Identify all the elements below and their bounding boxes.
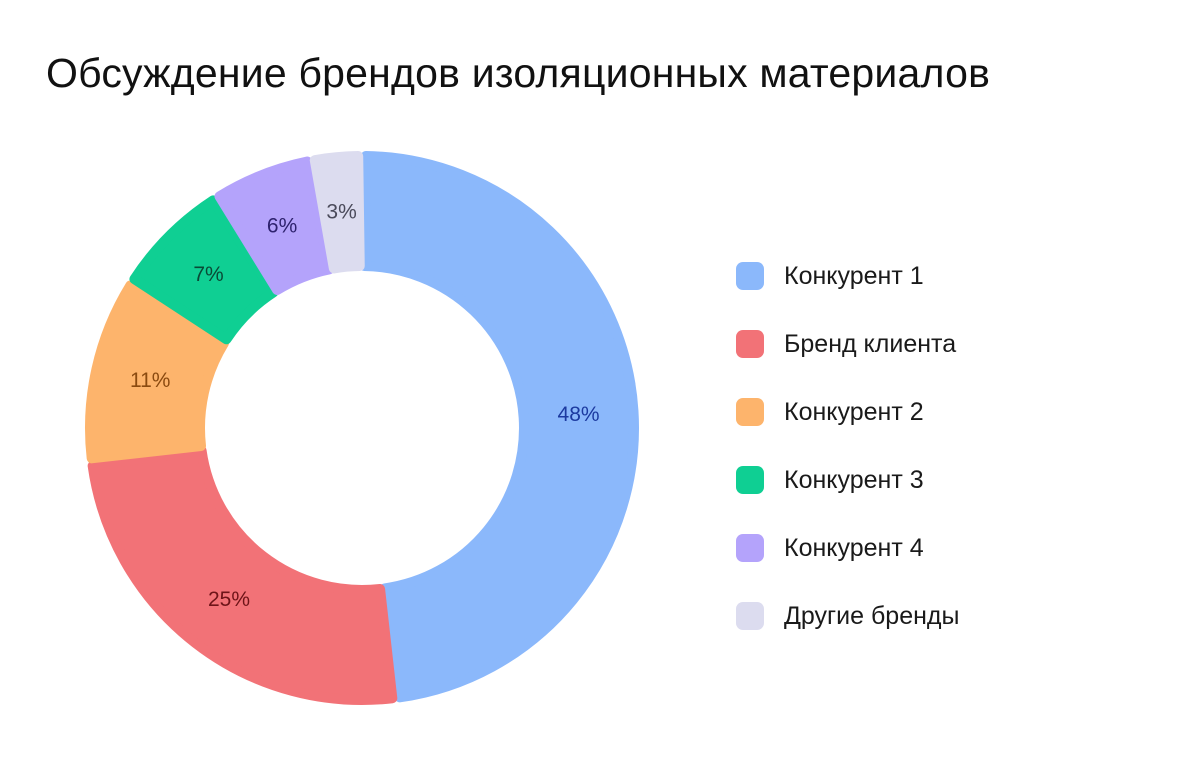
slice-value-label: 11%: [130, 369, 170, 392]
legend-item: Конкурент 1: [736, 242, 1156, 310]
donut-slice: [87, 445, 398, 705]
legend-swatch: [736, 602, 764, 630]
slice-value-label: 25%: [208, 588, 250, 611]
legend-item: Конкурент 4: [736, 514, 1156, 582]
legend-swatch: [736, 466, 764, 494]
legend-swatch: [736, 330, 764, 358]
legend-item: Конкурент 2: [736, 378, 1156, 446]
slice-value-label: 6%: [267, 215, 297, 238]
legend-item: Другие бренды: [736, 582, 1156, 650]
donut-slice: [85, 280, 230, 464]
legend-label: Конкурент 4: [784, 533, 924, 562]
legend-label: Другие бренды: [784, 601, 960, 630]
legend-label: Конкурент 1: [784, 261, 924, 290]
slice-value-label: 7%: [193, 263, 223, 286]
legend-swatch: [736, 262, 764, 290]
legend-item: Конкурент 3: [736, 446, 1156, 514]
chart-title: Обсуждение брендов изоляционных материал…: [46, 50, 991, 96]
legend-label: Бренд клиента: [784, 329, 957, 358]
legend-label: Конкурент 2: [784, 397, 924, 426]
donut-slice: [129, 195, 279, 345]
legend-item: Бренд клиента: [736, 310, 1156, 378]
chart-legend: Конкурент 1 Бренд клиента Конкурент 2 Конку…: [736, 242, 1156, 650]
donut-slice: [359, 151, 639, 703]
slice-value-label: 3%: [326, 200, 356, 223]
legend-swatch: [736, 398, 764, 426]
legend-label: Конкурент 3: [784, 465, 924, 494]
donut-slice: [309, 151, 365, 274]
slice-value-label: 48%: [558, 403, 600, 426]
legend-swatch: [736, 534, 764, 562]
donut-slice: [214, 156, 335, 296]
